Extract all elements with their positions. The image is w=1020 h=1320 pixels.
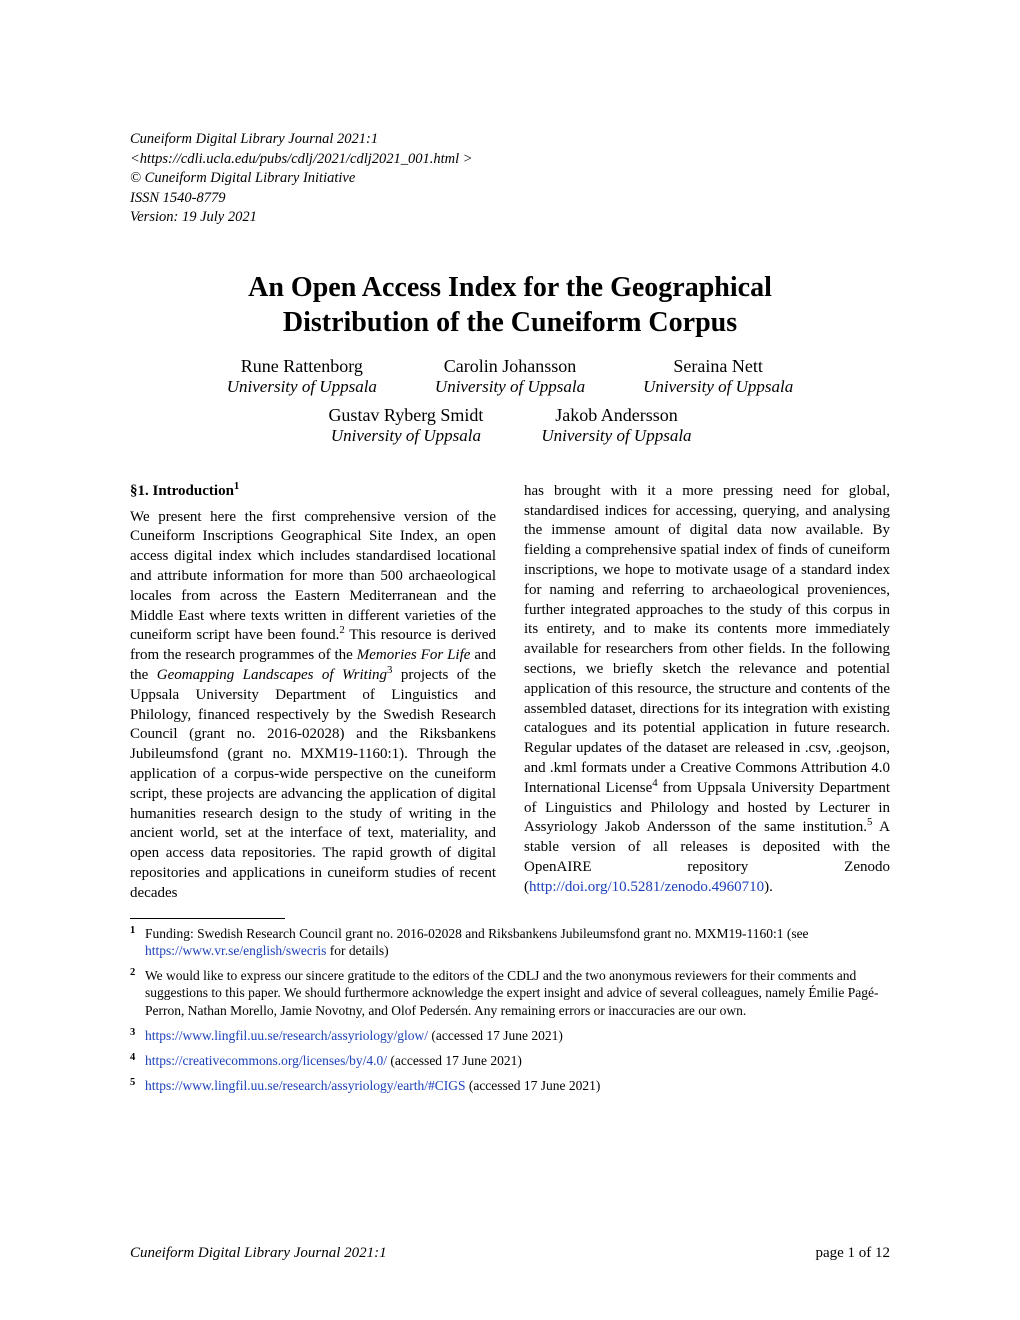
footnote-link[interactable]: https://www.vr.se/english/swecris	[145, 943, 326, 958]
footnote-text: https://www.lingfil.uu.se/research/assyr…	[145, 1077, 890, 1094]
footer-journal: Cuneiform Digital Library Journal 2021:1	[130, 1245, 387, 1262]
author: Jakob Andersson University of Uppsala	[541, 405, 691, 446]
footnote-2: 2 We would like to express our sincere g…	[130, 967, 890, 1019]
page: Cuneiform Digital Library Journal 2021:1…	[0, 0, 1020, 1320]
author: Gustav Ryberg Smidt University of Uppsal…	[328, 405, 483, 446]
footnote-link[interactable]: https://creativecommons.org/licenses/by/…	[145, 1053, 387, 1068]
footnote-1: 1 Funding: Swedish Research Council gran…	[130, 925, 890, 960]
authors-row-1: Rune Rattenborg University of Uppsala Ca…	[130, 356, 890, 397]
footnote-text: We would like to express our sincere gra…	[145, 967, 890, 1019]
footnotes: 1 Funding: Swedish Research Council gran…	[130, 925, 890, 1095]
author-affiliation: University of Uppsala	[541, 426, 691, 446]
body-paragraph: We present here the first comprehensive …	[130, 508, 496, 904]
footnote-number: 5	[130, 1076, 145, 1093]
author-name: Seraina Nett	[643, 356, 793, 377]
text: (accessed 17 June 2021)	[465, 1078, 600, 1093]
text: (accessed 17 June 2021)	[387, 1053, 522, 1068]
author-name: Rune Rattenborg	[227, 356, 377, 377]
authors-row-2: Gustav Ryberg Smidt University of Uppsal…	[130, 405, 890, 446]
author-affiliation: University of Uppsala	[643, 377, 793, 397]
journal-line: Cuneiform Digital Library Journal 2021:1	[130, 130, 890, 150]
author-name: Gustav Ryberg Smidt	[328, 405, 483, 426]
em-text: Geomapping Landscapes of Writing	[157, 667, 387, 683]
footnote-text: https://www.lingfil.uu.se/research/assyr…	[145, 1027, 890, 1044]
version-line: Version: 19 July 2021	[130, 208, 890, 228]
issn-line: ISSN 1540-8779	[130, 189, 890, 209]
text: for details)	[326, 943, 388, 958]
footnote-text: https://creativecommons.org/licenses/by/…	[145, 1052, 890, 1069]
footnote-ref-1: 1	[234, 480, 239, 492]
text: projects of the Uppsala University Depar…	[130, 667, 496, 901]
title-line-1: An Open Access Index for the Geographica…	[130, 270, 890, 305]
section-heading: §1. Introduction1	[130, 482, 496, 502]
author-name: Jakob Andersson	[541, 405, 691, 426]
text: We present here the first comprehensive …	[130, 509, 496, 644]
text: We would like to express our sincere gra…	[145, 968, 878, 1018]
url-line: <https://cdli.ucla.edu/pubs/cdlj/2021/cd…	[130, 150, 890, 170]
footnote-link[interactable]: https://www.lingfil.uu.se/research/assyr…	[145, 1028, 428, 1043]
footnote-rule	[130, 918, 285, 919]
text: has brought with it a more pressing need…	[524, 483, 890, 796]
page-footer: Cuneiform Digital Library Journal 2021:1…	[130, 1245, 890, 1262]
text: Funding: Swedish Research Council grant …	[145, 926, 809, 941]
right-column: has brought with it a more pressing need…	[524, 454, 890, 904]
author-affiliation: University of Uppsala	[328, 426, 483, 446]
authors-block: Rune Rattenborg University of Uppsala Ca…	[130, 356, 890, 446]
footnote-number: 1	[130, 924, 145, 959]
body-paragraph: has brought with it a more pressing need…	[524, 482, 890, 898]
zenodo-link[interactable]: http://doi.org/10.5281/zenodo.4960710	[529, 879, 764, 895]
paper-title: An Open Access Index for the Geographica…	[130, 270, 890, 340]
footnote-text: Funding: Swedish Research Council grant …	[145, 925, 890, 960]
footnote-number: 4	[130, 1051, 145, 1068]
footnote-number: 3	[130, 1026, 145, 1043]
header-meta: Cuneiform Digital Library Journal 2021:1…	[130, 130, 890, 228]
heading-text: §1. Introduction	[130, 483, 234, 499]
left-column: §1. Introduction1 We present here the fi…	[130, 454, 496, 904]
author: Rune Rattenborg University of Uppsala	[227, 356, 377, 397]
footnote-3: 3 https://www.lingfil.uu.se/research/ass…	[130, 1027, 890, 1044]
author-affiliation: University of Uppsala	[227, 377, 377, 397]
em-text: Memories For Life	[357, 647, 471, 663]
author: Carolin Johansson University of Uppsala	[435, 356, 585, 397]
body-columns: §1. Introduction1 We present here the fi…	[130, 454, 890, 904]
footnote-5: 5 https://www.lingfil.uu.se/research/ass…	[130, 1077, 890, 1094]
author-name: Carolin Johansson	[435, 356, 585, 377]
copyright-line: © Cuneiform Digital Library Initiative	[130, 169, 890, 189]
footnote-number: 2	[130, 966, 145, 1018]
title-line-2: Distribution of the Cuneiform Corpus	[130, 305, 890, 340]
footer-page-number: page 1 of 12	[815, 1245, 890, 1262]
text: (accessed 17 June 2021)	[428, 1028, 563, 1043]
author: Seraina Nett University of Uppsala	[643, 356, 793, 397]
author-affiliation: University of Uppsala	[435, 377, 585, 397]
text: ).	[764, 879, 773, 895]
footnote-4: 4 https://creativecommons.org/licenses/b…	[130, 1052, 890, 1069]
footnote-link[interactable]: https://www.lingfil.uu.se/research/assyr…	[145, 1078, 465, 1093]
